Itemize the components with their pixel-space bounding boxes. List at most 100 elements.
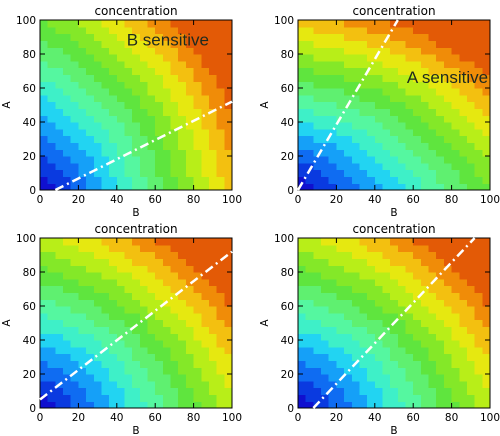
contour-cell (397, 374, 407, 382)
contour-cell (305, 401, 314, 409)
contour-cell (451, 380, 460, 389)
contour-cell (216, 128, 225, 137)
contour-cell (185, 299, 195, 307)
contour-cell (55, 88, 64, 96)
contour-cell (298, 367, 307, 375)
contour-cell (86, 149, 95, 157)
contour-cell (116, 115, 126, 123)
contour-cell (443, 292, 453, 300)
contour-cell (305, 47, 314, 55)
contour-cell (482, 33, 491, 41)
contour-cell (313, 26, 322, 35)
contour-cell (420, 292, 430, 300)
contour-cell (70, 108, 79, 116)
contour-cell (298, 108, 307, 116)
contour-cell (428, 272, 437, 280)
contour-cell (482, 244, 491, 253)
contour-cell (93, 162, 103, 171)
contour-cell (344, 326, 353, 334)
contour-cell (466, 183, 476, 191)
contour-cell (390, 394, 399, 402)
contour-cell (459, 292, 468, 300)
contour-cell (428, 101, 437, 109)
contour-cell (78, 81, 87, 89)
contour-cell (321, 33, 330, 41)
contour-cell (162, 60, 172, 69)
contour-cell (178, 258, 187, 266)
contour-cell (147, 88, 156, 96)
contour-cell (147, 258, 156, 266)
contour-cell (443, 401, 453, 409)
contour-cell (116, 162, 126, 171)
contour-cell (116, 285, 126, 293)
contour-cell (70, 149, 79, 157)
contour-cell (305, 88, 314, 96)
contour-cell (132, 326, 141, 334)
contour-cell (413, 60, 422, 69)
contour-cell (178, 360, 187, 368)
contour-cell (359, 238, 368, 246)
x-tick-label: 0 (37, 412, 44, 424)
contour-cell (155, 292, 164, 300)
y-tick-label: 100 (274, 15, 294, 27)
contour-cell (86, 333, 95, 341)
contour-cell (47, 88, 56, 96)
contour-cell (132, 380, 141, 389)
contour-cell (116, 340, 126, 348)
contour-cell (147, 162, 156, 171)
contour-cell (201, 81, 210, 89)
contour-cell (459, 81, 468, 89)
contour-cell (443, 40, 453, 48)
contour-cell (93, 47, 103, 55)
contour-cell (201, 265, 210, 273)
contour-cell (147, 346, 156, 355)
contour-cell (436, 54, 445, 62)
contour-cell (78, 299, 87, 307)
contour-cell (390, 278, 399, 287)
contour-cell (93, 81, 103, 89)
contour-cell (139, 306, 149, 314)
contour-cell (109, 162, 118, 171)
contour-cell (459, 162, 468, 171)
contour-cell (124, 47, 133, 55)
contour-cell (459, 346, 468, 355)
contour-cell (101, 319, 110, 327)
contour-cell (397, 162, 407, 171)
contour-cell (55, 20, 64, 28)
contour-cell (139, 367, 149, 375)
contour-cell (63, 108, 72, 116)
contour-cell (428, 115, 437, 123)
contour-cell (305, 142, 314, 150)
contour-cell (374, 74, 384, 82)
contour-cell (420, 299, 430, 307)
contour-cell (436, 244, 445, 253)
contour-cell (451, 33, 460, 41)
contour-cell (224, 94, 233, 103)
contour-cell (336, 60, 345, 69)
contour-cell (47, 353, 56, 361)
contour-cell (40, 285, 49, 293)
contour-cell (313, 306, 322, 314)
contour-cell (224, 265, 233, 273)
contour-cell (63, 122, 72, 130)
contour-cell (109, 149, 118, 157)
contour-cell (109, 346, 118, 355)
contour-cell (124, 60, 133, 69)
contour-cell (344, 333, 353, 341)
contour-cell (321, 353, 330, 361)
contour-cell (328, 272, 337, 280)
contour-cell (47, 183, 56, 191)
contour-cell (124, 306, 133, 314)
contour-cell (367, 156, 376, 164)
contour-cell (313, 115, 322, 123)
contour-cell (367, 101, 376, 109)
contour-cell (101, 183, 110, 191)
contour-cell (298, 176, 307, 184)
contour-cell (78, 387, 87, 395)
contour-cell (162, 272, 172, 280)
contour-cell (428, 333, 437, 341)
contour-cell (185, 319, 195, 327)
contour-cell (178, 122, 187, 130)
contour-cell (466, 115, 476, 123)
contour-cell (359, 353, 368, 361)
